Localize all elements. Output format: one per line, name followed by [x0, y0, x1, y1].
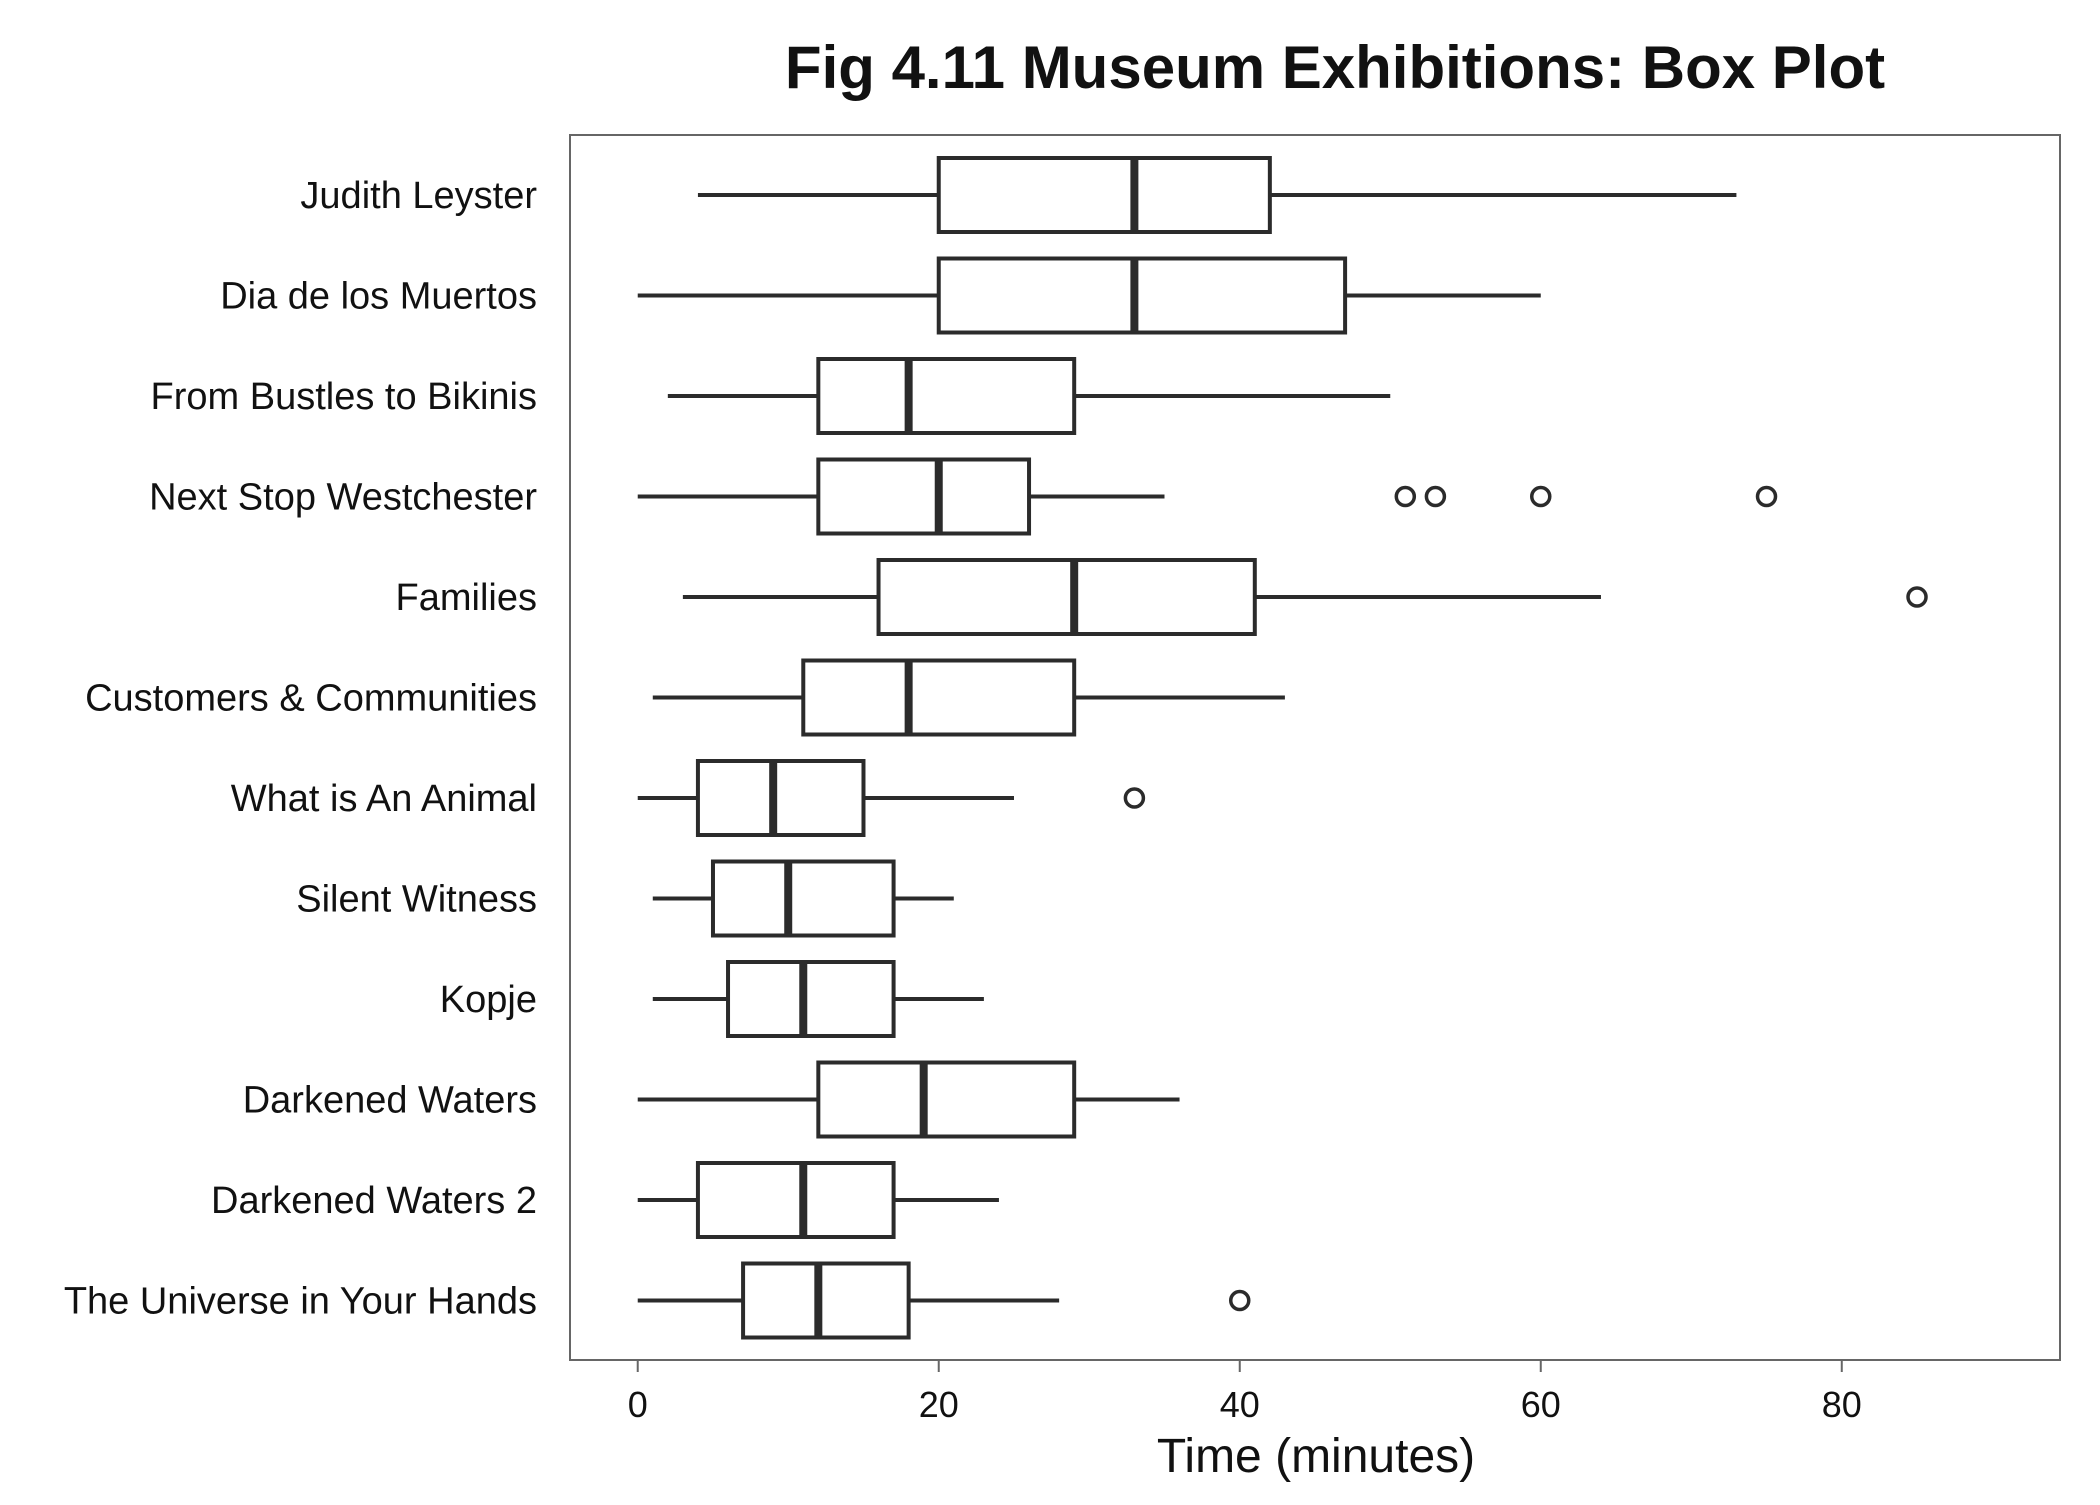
x-axis-title: Time (minutes)	[1157, 1430, 1475, 1483]
iqr-box	[710, 859, 896, 938]
iqr-box	[816, 457, 1032, 536]
box-6	[652, 658, 1285, 737]
category-label: Darkened Waters	[243, 1080, 537, 1122]
category-label: Next Stop Westchester	[149, 477, 537, 519]
category-label: What is An Animal	[231, 778, 537, 820]
iqr-box	[936, 256, 1348, 335]
chart-title: Fig 4.11 Museum Exhibitions: Box Plot	[785, 34, 1885, 101]
outlier-point	[1228, 1289, 1251, 1312]
iqr-box	[801, 658, 1077, 737]
outlier-point	[1530, 485, 1552, 508]
x-tick-label: 40	[1220, 1384, 1260, 1425]
box-12	[637, 1261, 1251, 1340]
iqr-box	[876, 558, 1257, 636]
category-label: Customers & Communities	[85, 678, 537, 720]
category-label: Silent Witness	[296, 879, 537, 921]
iqr-box	[741, 1261, 911, 1340]
outlier-point	[1906, 586, 1928, 608]
iqr-box	[936, 156, 1272, 234]
x-tick-label: 80	[1822, 1384, 1862, 1425]
category-label: From Bustles to Bikinis	[151, 376, 537, 418]
iqr-box	[816, 357, 1077, 435]
x-tick-label: 60	[1521, 1384, 1561, 1425]
category-label: The Universe in Your Hands	[64, 1281, 537, 1323]
category-label: Dia de los Muertos	[220, 276, 537, 318]
box-1	[697, 156, 1737, 234]
outlier-point	[1755, 485, 1778, 508]
box-11	[637, 1161, 999, 1239]
iqr-box	[695, 759, 866, 837]
box-10	[637, 1060, 1180, 1139]
x-tick-label: 20	[919, 1384, 959, 1425]
box-5	[682, 558, 1928, 636]
category-label: Kopje	[440, 979, 537, 1021]
box-4	[637, 457, 1778, 536]
iqr-box	[726, 960, 896, 1038]
box-8	[652, 859, 954, 938]
outlier-point	[1424, 485, 1447, 508]
iqr-box	[816, 1060, 1077, 1139]
outlier-point	[1394, 485, 1417, 508]
category-label: Darkened Waters 2	[211, 1180, 537, 1222]
plot-frame	[569, 134, 2061, 1361]
outlier-point	[1123, 787, 1146, 809]
box-3	[667, 357, 1391, 435]
box-9	[652, 960, 984, 1038]
x-axis: 0 20 40 60 80	[628, 1360, 1862, 1425]
category-label: Judith Leyster	[300, 175, 537, 217]
y-axis: Judith Leyster Dia de los Muertos From Bus…	[64, 175, 538, 1323]
chart-marks	[637, 156, 1928, 1340]
iqr-box	[695, 1161, 896, 1239]
x-tick-label: 0	[628, 1384, 648, 1425]
box-7	[637, 759, 1146, 837]
box-2	[637, 256, 1541, 335]
category-label: Families	[396, 577, 537, 619]
